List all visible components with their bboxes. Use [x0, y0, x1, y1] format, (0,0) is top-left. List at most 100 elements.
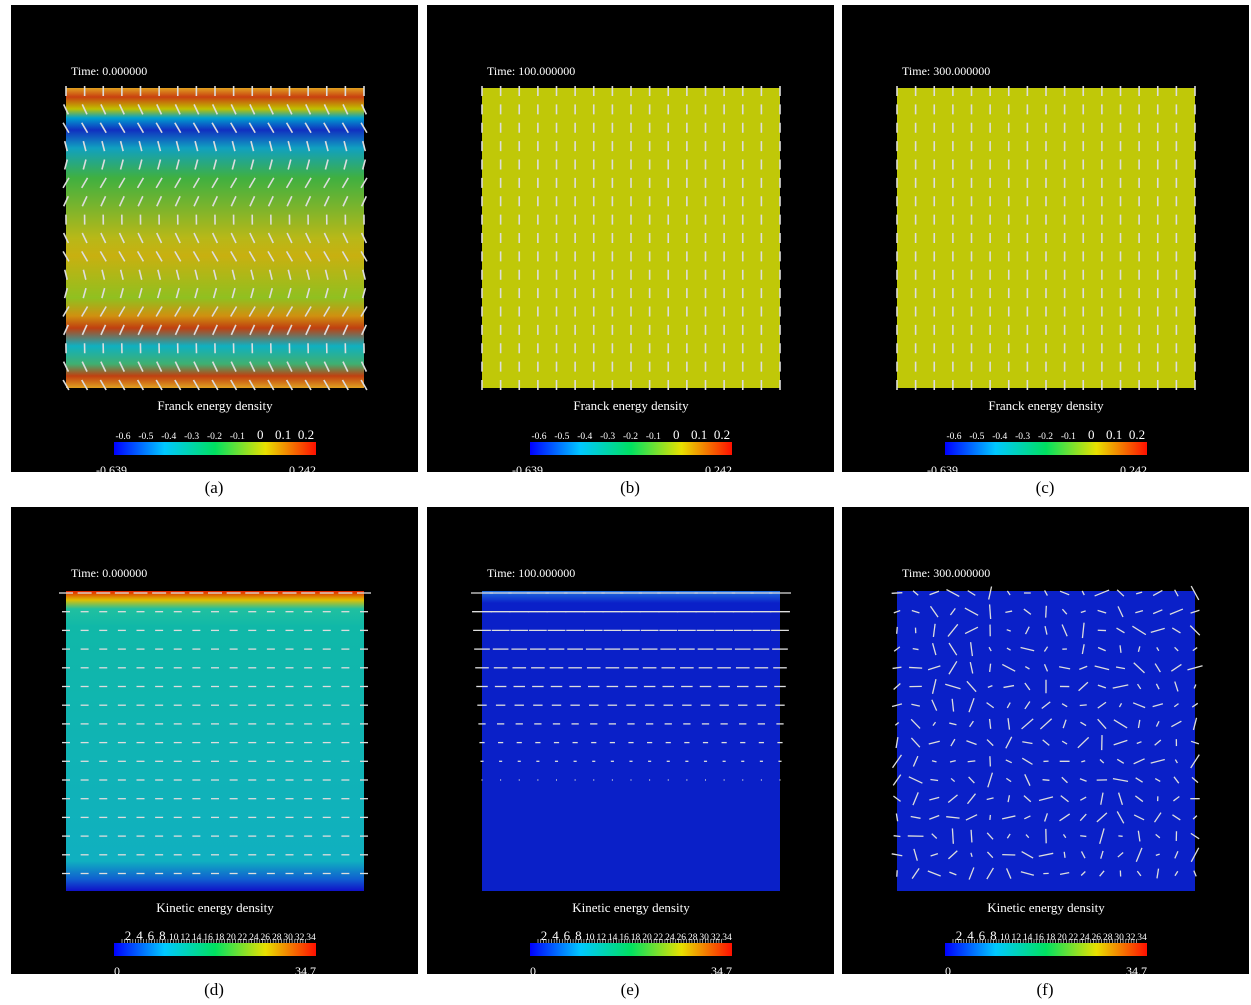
director-glyph	[287, 287, 292, 299]
director-glyph	[62, 324, 70, 336]
velocity-glyph	[913, 848, 918, 861]
colorbar-tick-label: 24	[1080, 933, 1090, 943]
velocity-glyph	[1117, 852, 1124, 858]
director-glyph	[267, 177, 275, 189]
velocity-glyph	[1042, 739, 1050, 746]
velocity-glyph	[951, 698, 955, 712]
velocity-glyph	[895, 737, 899, 749]
caption: (a)	[204, 478, 224, 497]
director-glyph	[212, 140, 218, 152]
velocity-glyph	[988, 586, 993, 600]
velocity-glyph	[1117, 606, 1124, 618]
director-glyph	[193, 232, 200, 244]
velocity-glyph	[1079, 704, 1087, 707]
director-glyph	[211, 361, 219, 372]
colorbar	[945, 442, 1147, 455]
director-glyph	[286, 361, 293, 372]
director-glyph	[174, 104, 181, 115]
director-glyph	[192, 379, 200, 391]
velocity-glyph	[986, 797, 994, 801]
director-glyph	[211, 195, 219, 207]
velocity-glyph	[1025, 834, 1030, 839]
velocity-glyph	[1153, 812, 1162, 823]
colorbar-max: 34.7	[1126, 964, 1147, 974]
velocity-glyph	[1187, 665, 1203, 671]
director-glyph	[156, 287, 162, 299]
velocity-glyph	[891, 703, 903, 708]
director-glyph	[174, 195, 181, 207]
director-glyph	[360, 195, 368, 207]
velocity-glyph	[1135, 777, 1143, 783]
velocity-glyph	[969, 642, 974, 657]
velocity-glyph	[927, 870, 941, 877]
velocity-glyph	[969, 720, 974, 728]
director-glyph	[268, 269, 273, 280]
director-glyph	[342, 361, 349, 372]
velocity-glyph	[965, 814, 978, 821]
velocity-glyph	[948, 642, 958, 656]
velocity-glyph	[912, 792, 919, 806]
colorbar-tick-label: -0.4	[992, 432, 1007, 442]
colorbar-tick-label: 8	[990, 928, 997, 943]
velocity-glyph	[1191, 702, 1199, 708]
velocity-glyph	[947, 794, 958, 804]
velocity-glyph	[1170, 663, 1182, 672]
director-glyph	[249, 232, 256, 244]
director-glyph	[231, 287, 236, 299]
velocity-glyph	[1080, 796, 1087, 801]
velocity-glyph	[1006, 590, 1011, 596]
colorbar-tick-label: 0.1	[691, 427, 707, 442]
velocity-glyph	[949, 871, 957, 876]
director-glyph	[323, 379, 331, 391]
velocity-glyph	[946, 588, 960, 598]
director-glyph	[174, 324, 181, 336]
director-glyph	[304, 177, 312, 189]
director-glyph	[118, 195, 125, 207]
director-glyph	[286, 324, 293, 336]
velocity-glyph	[1112, 778, 1129, 782]
colorbar-tick-label: 2	[956, 928, 963, 943]
director-glyph	[231, 140, 236, 152]
velocity-glyph	[1038, 852, 1054, 857]
director-glyph	[342, 104, 349, 115]
velocity-glyph	[968, 776, 975, 784]
director-glyph	[81, 122, 89, 134]
velocity-glyph	[967, 590, 976, 596]
velocity-glyph	[1134, 795, 1144, 803]
velocity-glyph	[1137, 830, 1141, 842]
velocity-glyph	[912, 590, 919, 596]
colorbar-min: -0.639	[96, 463, 127, 472]
director-glyph	[192, 250, 200, 262]
velocity-glyph	[1133, 814, 1145, 821]
colorbar-tick-label: -0.5	[554, 432, 569, 442]
director-glyph	[62, 250, 70, 262]
director-glyph	[304, 361, 312, 372]
velocity-glyph	[1173, 795, 1180, 802]
director-glyph	[323, 361, 330, 372]
velocity-glyph	[1045, 605, 1047, 618]
director-glyph	[193, 195, 200, 207]
colorbar-tick-label: -0.6	[115, 432, 130, 442]
time-label: Time: 0.000000	[71, 566, 147, 580]
velocity-glyph	[1155, 853, 1160, 857]
director-glyph	[360, 361, 368, 372]
director-glyph	[323, 250, 331, 262]
panel: Time: 300.000000 Kinetic energy density 2 4…	[842, 507, 1249, 974]
director-glyph	[306, 269, 311, 280]
director-glyph	[360, 379, 368, 391]
director-glyph	[156, 232, 163, 244]
director-glyph	[99, 250, 107, 262]
velocity-glyph	[1081, 590, 1085, 596]
velocity-glyph	[949, 759, 956, 763]
director-glyph	[136, 177, 145, 189]
velocity-glyph	[1062, 719, 1067, 729]
velocity-glyph	[1061, 740, 1068, 745]
director-glyph	[136, 306, 145, 317]
velocity-glyph	[892, 774, 902, 786]
velocity-glyph	[1001, 815, 1016, 820]
colorbar-tick-label: 6	[979, 928, 986, 943]
director-glyph	[82, 287, 87, 299]
velocity-glyph	[1133, 662, 1145, 674]
